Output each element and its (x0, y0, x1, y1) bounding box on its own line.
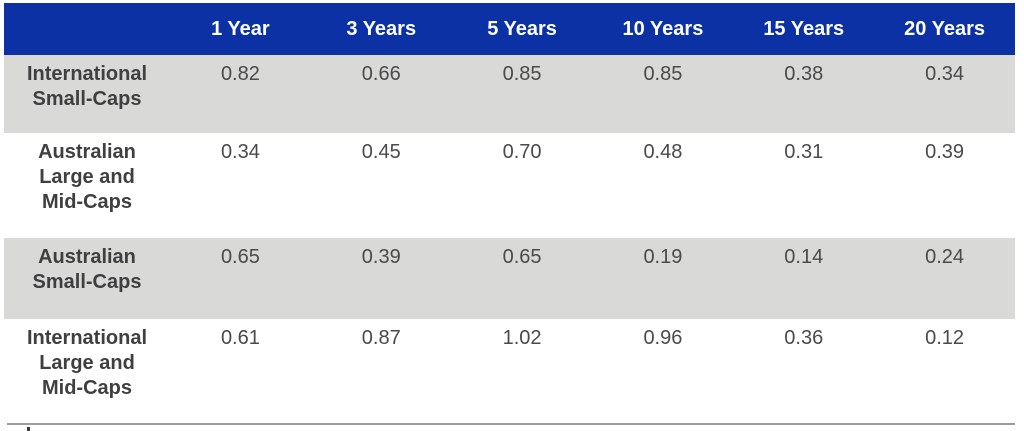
row-label-line: Large and (39, 352, 135, 374)
footnote-divider-line (7, 423, 1015, 425)
data-cell: 0.31 (784, 141, 824, 163)
data-cell: 1.02 (502, 327, 542, 349)
table-header-row: 1 Year 3 Years 5 Years 10 Years 15 Years… (4, 3, 1015, 55)
column-header-1-year: 1 Year (211, 18, 270, 40)
data-cell: 0.45 (361, 141, 401, 163)
data-cell: 0.61 (220, 327, 260, 349)
row-label: Australian Small-Caps (4, 238, 170, 295)
data-cell: 0.85 (502, 63, 542, 85)
data-cell: 0.96 (643, 327, 683, 349)
data-cell: 0.12 (925, 327, 965, 349)
column-header-3-years: 3 Years (346, 18, 417, 40)
table-row-international-small-caps: International Small-Caps 0.82 0.66 0.85 … (4, 55, 1015, 133)
table-row-australian-large-mid-caps: Australian Large and Mid-Caps 0.34 0.45 … (4, 133, 1015, 238)
row-label: International Small-Caps (4, 55, 170, 112)
data-cell: 0.48 (643, 141, 683, 163)
column-header-20-years: 20 Years (904, 18, 985, 40)
row-label-line: Large and (39, 166, 135, 188)
footnote-marker (27, 427, 30, 431)
correlation-table: 1 Year 3 Years 5 Years 10 Years 15 Years… (4, 3, 1015, 423)
data-cell: 0.85 (643, 63, 683, 85)
row-label-line: International (26, 63, 147, 85)
column-header-10-years: 10 Years (622, 18, 704, 40)
column-header-5-years: 5 Years (487, 18, 557, 40)
table-row-international-large-mid-caps: International Large and Mid-Caps 0.61 0.… (4, 319, 1015, 423)
data-cell: 0.24 (925, 246, 965, 268)
data-cell: 0.39 (925, 141, 965, 163)
row-label: International Large and Mid-Caps (4, 319, 170, 401)
data-cell: 0.34 (220, 141, 260, 163)
data-cell: 0.65 (220, 246, 260, 268)
row-label-line: Mid-Caps (42, 191, 132, 213)
data-cell: 0.36 (784, 327, 824, 349)
data-cell: 0.66 (361, 63, 401, 85)
data-cell: 0.70 (502, 141, 542, 163)
row-label-line: Small-Caps (32, 271, 142, 293)
data-cell: 0.82 (220, 63, 260, 85)
row-label-line: Australian (38, 141, 136, 163)
row-label: Australian Large and Mid-Caps (4, 133, 170, 215)
data-cell: 0.19 (643, 246, 683, 268)
row-label-line: Australian (38, 246, 136, 268)
row-label-line: Mid-Caps (42, 377, 132, 399)
row-label-line: International (26, 327, 147, 349)
table-row-australian-small-caps: Australian Small-Caps 0.65 0.39 0.65 0.1… (4, 238, 1015, 319)
data-cell: 0.38 (784, 63, 824, 85)
column-header-15-years: 15 Years (763, 18, 845, 40)
data-cell: 0.87 (361, 327, 401, 349)
data-cell: 0.14 (784, 246, 824, 268)
data-cell: 0.39 (361, 246, 401, 268)
row-label-line: Small-Caps (32, 88, 142, 110)
data-cell: 0.65 (502, 246, 542, 268)
data-cell: 0.34 (925, 63, 965, 85)
